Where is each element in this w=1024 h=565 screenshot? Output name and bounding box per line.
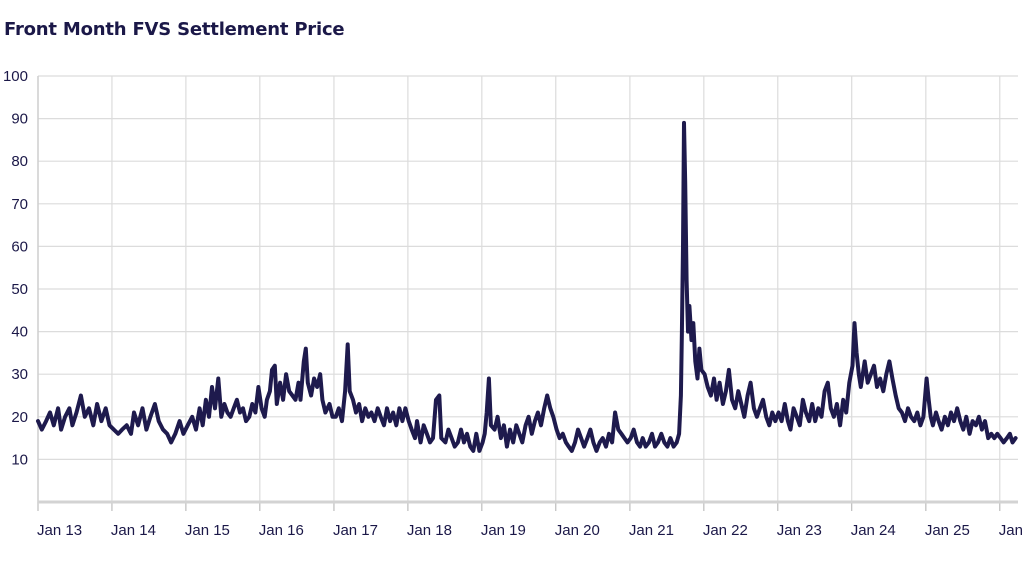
series-line — [36, 120, 1018, 453]
y-tick-label: 30 — [11, 366, 28, 383]
x-tick-label: Jan 23 — [777, 522, 822, 539]
y-tick-label: 90 — [11, 111, 28, 128]
x-tick-label: Jan 26 — [999, 522, 1024, 539]
y-tick-label: 60 — [11, 238, 28, 255]
y-tick-label: 50 — [11, 281, 28, 298]
x-tick-label: Jan 20 — [555, 522, 600, 539]
axis-lines — [37, 76, 1018, 511]
y-tick-label: 20 — [11, 409, 28, 426]
x-tick-label: Jan 16 — [259, 522, 304, 539]
x-axis-ticks: Jan 13 Jan 14 Jan 15 Jan 16 Jan 17 Jan 18 Jan … — [37, 522, 1024, 539]
y-tick-label: 100 — [3, 68, 28, 85]
y-tick-label: 40 — [11, 324, 28, 341]
x-tick-label: Jan 22 — [703, 522, 748, 539]
x-tick-label: Jan 25 — [925, 522, 970, 539]
x-tick-label: Jan 15 — [185, 522, 230, 539]
y-tick-label: 10 — [11, 451, 28, 468]
grid-lines — [37, 75, 1018, 502]
y-tick-label: 80 — [11, 153, 28, 170]
x-tick-label: Jan 18 — [407, 522, 452, 539]
x-tick-label: Jan 19 — [481, 522, 526, 539]
chart-title: Front Month FVS Settlement Price — [4, 19, 345, 40]
x-tick-label: Jan 14 — [111, 522, 156, 539]
x-tick-label: Jan 21 — [629, 522, 674, 539]
x-tick-label: Jan 17 — [333, 522, 378, 539]
x-tick-label: Jan 24 — [851, 522, 896, 539]
x-tick-label: Jan 13 — [37, 522, 82, 539]
y-axis-ticks: 10 20 30 40 50 60 70 80 90 100 — [3, 68, 28, 468]
y-tick-label: 70 — [11, 196, 28, 213]
series-layer — [36, 120, 1018, 453]
